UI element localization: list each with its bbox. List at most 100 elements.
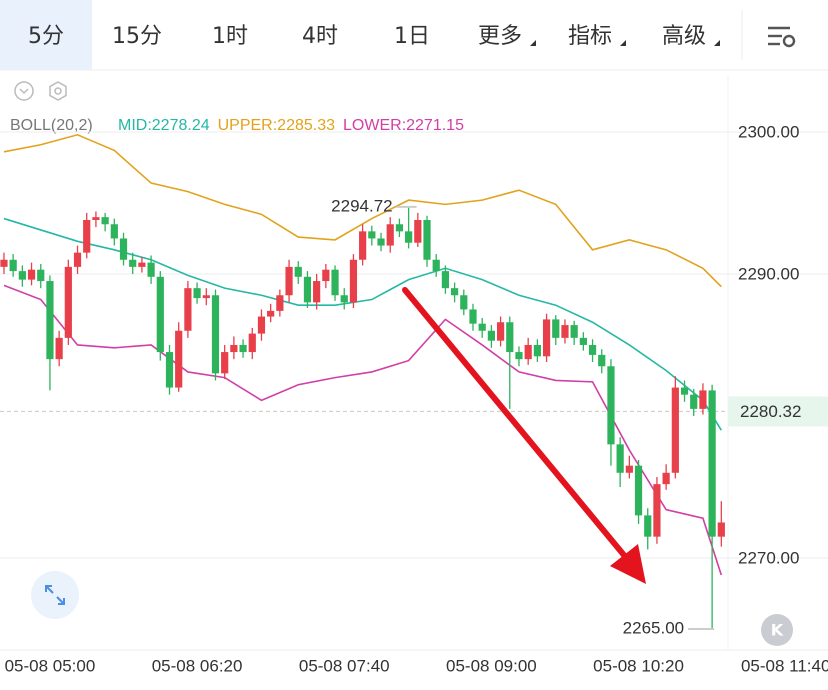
- candle-body: [64, 266, 72, 338]
- candle-body: [27, 269, 36, 280]
- current-price-box: [728, 396, 828, 427]
- candle-body: [561, 325, 569, 338]
- tab[interactable]: 1时: [212, 24, 248, 49]
- candle-body: [405, 231, 413, 243]
- x-tick-label: 05-08 05:00: [5, 656, 96, 675]
- active-tab-bg: [0, 0, 92, 70]
- candle-body: [671, 387, 679, 473]
- indicator-value: MID:2278.24: [118, 117, 210, 134]
- candle-body: [634, 465, 643, 516]
- candle-body: [193, 288, 201, 299]
- candle-body: [451, 288, 459, 296]
- candle-body: [285, 266, 293, 296]
- tab[interactable]: 高级: [662, 24, 706, 49]
- candle-body: [230, 344, 238, 353]
- tab-dropdown: [620, 40, 626, 46]
- candle-body: [717, 522, 725, 537]
- min-marker-label: 2265.00: [623, 618, 684, 637]
- current-price-label: 2280.32: [740, 402, 801, 421]
- band-line: [3, 284, 723, 576]
- candle-body: [92, 217, 100, 220]
- candle-body: [680, 387, 689, 395]
- candle-body: [524, 344, 532, 360]
- candle-body: [138, 262, 146, 267]
- tab[interactable]: 4时: [302, 24, 338, 49]
- candle-body: [432, 259, 440, 272]
- candle-body: [184, 288, 192, 331]
- tab[interactable]: 1日: [394, 24, 430, 49]
- candle-body: [101, 217, 109, 225]
- max-marker-label: 2294.72: [331, 196, 392, 215]
- candle-body: [303, 276, 312, 303]
- candle-body: [598, 354, 606, 367]
- k-button[interactable]: K: [771, 621, 784, 640]
- toolbar-icons[interactable]: [14, 81, 67, 101]
- candle-body: [377, 238, 385, 246]
- candle-body: [349, 259, 358, 303]
- candle-body: [496, 322, 505, 341]
- candle-body: [46, 281, 54, 360]
- x-tick-label: 05-08 10:20: [593, 656, 684, 675]
- candle-body: [368, 231, 376, 239]
- candle-body: [165, 352, 174, 388]
- candle-body: [533, 344, 541, 357]
- band-line: [3, 133, 722, 288]
- candle-body: [441, 271, 450, 289]
- indicator-value: UPPER:2285.33: [218, 117, 336, 134]
- candle-body: [9, 259, 17, 272]
- x-tick-label: 05-08 11:40: [741, 656, 828, 675]
- tab[interactable]: 更多: [478, 24, 522, 49]
- y-tick-label: 2290.00: [738, 264, 799, 283]
- candle-body: [175, 330, 183, 388]
- candle-body: [625, 465, 633, 473]
- candle-body: [276, 295, 284, 311]
- y-tick-label: 2270.00: [738, 548, 799, 567]
- tab[interactable]: 5分: [28, 24, 64, 49]
- candle-body: [469, 309, 477, 324]
- candle-body: [294, 266, 302, 277]
- candle-body: [359, 231, 367, 260]
- candle-body: [570, 325, 578, 338]
- candle-body: [616, 444, 624, 473]
- candle-body: [313, 281, 321, 303]
- tab[interactable]: 15分: [112, 24, 162, 49]
- candle-body: [239, 344, 247, 353]
- candle-body: [542, 319, 551, 357]
- candle-body: [211, 295, 220, 374]
- candle-body: [395, 224, 404, 232]
- candle-body: [506, 322, 514, 353]
- x-tick-label: 05-08 06:20: [152, 656, 243, 675]
- candle-body: [487, 330, 495, 341]
- candle-body: [386, 224, 394, 246]
- tab[interactable]: 指标: [568, 24, 612, 49]
- candle-body: [37, 269, 45, 282]
- candle-body: [156, 276, 164, 353]
- candle-body: [690, 394, 698, 409]
- candle-body: [708, 390, 716, 537]
- candle-body: [515, 352, 523, 360]
- settings-icon[interactable]: [768, 26, 796, 48]
- candle-body: [460, 295, 468, 310]
- tab-bar: 5分 15分 1时 4时 1日 更多 指标 高级: [28, 24, 720, 49]
- candle-body: [478, 323, 486, 331]
- k-button-bg[interactable]: [761, 614, 793, 646]
- candle-body: [699, 390, 707, 409]
- candle-body: [257, 316, 266, 334]
- candle-body: [423, 219, 431, 260]
- candle-body: [147, 262, 155, 277]
- candle-body: [340, 295, 348, 303]
- candle-body: [221, 352, 229, 374]
- candle-body: [83, 219, 91, 253]
- candle-body: [129, 259, 137, 267]
- candle-body: [607, 366, 615, 445]
- expand-button[interactable]: [31, 571, 79, 619]
- candle-body: [55, 337, 63, 360]
- y-tick-label: 2300.00: [738, 122, 799, 141]
- candle-body: [248, 333, 256, 353]
- red-arrow: [402, 287, 646, 584]
- tab-dropdown: [714, 40, 720, 46]
- candle-body: [73, 252, 82, 267]
- candle-body: [662, 472, 670, 485]
- indicator-value: LOWER:2271.15: [343, 117, 464, 134]
